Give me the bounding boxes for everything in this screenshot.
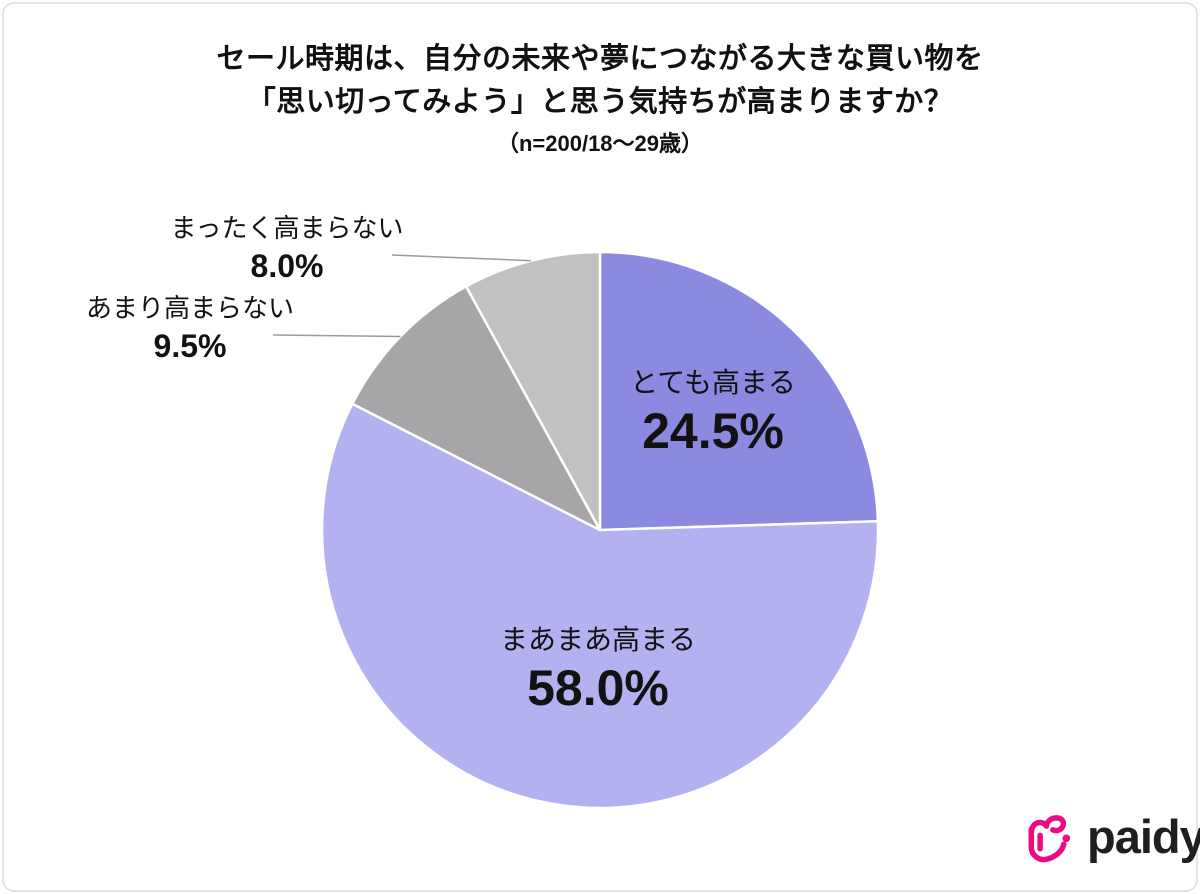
chart-title-block: セール時期は、自分の未来や夢につながる大きな買い物を 「思い切ってみよう」と思う… (0, 38, 1200, 161)
paidy-logo-text: paidy (1087, 810, 1200, 863)
segment-value: 58.0% (527, 660, 669, 716)
pie-slice-1 (320, 402, 880, 810)
paidy-heart-icon (1028, 815, 1071, 863)
segment-label: まったく高まらない (170, 213, 404, 243)
leader-line-3 (391, 254, 531, 262)
pie-label-mattaku: まったく高まらない 8.0% (117, 210, 457, 286)
chart-title-line-1: セール時期は、自分の未来や夢につながる大きな買い物を (216, 43, 984, 75)
pie-label-totemo: とても高まる 24.5% (543, 363, 883, 459)
segment-label: とても高まる (630, 367, 796, 398)
chart-title-line-2: 「思い切ってみよう」と思う気持ちが高まりますか？ (246, 86, 954, 118)
pie-slice-0 (598, 250, 880, 532)
paidy-logo: paidy (1022, 810, 1200, 864)
pie-label-amari: あまり高まらない 9.5% (20, 290, 360, 366)
pie-label-maamaa: まあまあ高まる 58.0% (428, 620, 768, 716)
segment-value: 24.5% (642, 403, 784, 459)
segment-value: 8.0% (250, 248, 324, 284)
leader-line-2 (272, 334, 401, 338)
chart-sample-size: （n=200/18～29歳） (496, 131, 704, 156)
pie-slice-3 (464, 250, 602, 532)
segment-value: 9.5% (153, 328, 227, 364)
segment-label: あまり高まらない (85, 293, 294, 323)
segment-label: まあまあ高まる (499, 624, 696, 655)
